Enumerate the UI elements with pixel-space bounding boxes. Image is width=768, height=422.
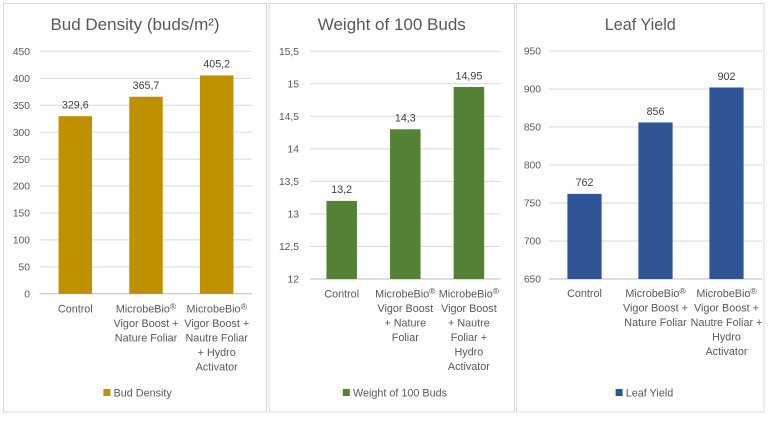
svg-text:Vigor Boost: Vigor Boost bbox=[441, 303, 497, 315]
svg-text:762: 762 bbox=[576, 177, 594, 189]
svg-text:Nautre Foliar +: Nautre Foliar + bbox=[691, 317, 763, 329]
svg-text:Leaf Yield: Leaf Yield bbox=[626, 387, 673, 399]
svg-text:Leaf Yield: Leaf Yield bbox=[605, 16, 676, 34]
svg-text:+ Hydro: + Hydro bbox=[198, 347, 236, 359]
svg-text:856: 856 bbox=[647, 106, 665, 118]
svg-text:Nautre Foliar: Nautre Foliar bbox=[185, 333, 248, 345]
svg-text:650: 650 bbox=[524, 275, 541, 286]
svg-text:Vigor Boost: Vigor Boost bbox=[377, 303, 433, 315]
svg-text:0: 0 bbox=[24, 290, 30, 301]
svg-text:MicrobeBio®: MicrobeBio® bbox=[116, 301, 177, 315]
svg-text:Hydro: Hydro bbox=[454, 346, 483, 358]
svg-text:400: 400 bbox=[13, 74, 30, 85]
svg-text:Foliar: Foliar bbox=[392, 332, 419, 344]
svg-text:100: 100 bbox=[13, 236, 30, 247]
svg-text:Foliar +: Foliar + bbox=[451, 332, 487, 344]
svg-text:Vigor Boost +: Vigor Boost + bbox=[694, 303, 759, 315]
svg-text:MicrobeBio®: MicrobeBio® bbox=[187, 301, 248, 315]
svg-text:12,5: 12,5 bbox=[279, 242, 299, 253]
svg-text:MicrobeBio®: MicrobeBio® bbox=[375, 286, 436, 300]
svg-text:Vigor Boost +: Vigor Boost + bbox=[184, 318, 249, 330]
svg-text:MicrobeBio®: MicrobeBio® bbox=[696, 286, 757, 300]
svg-text:14,5: 14,5 bbox=[279, 112, 299, 123]
svg-text:13,5: 13,5 bbox=[279, 177, 299, 188]
svg-text:MicrobeBio®: MicrobeBio® bbox=[625, 286, 686, 300]
svg-text:+ Nature: + Nature bbox=[384, 317, 426, 329]
svg-text:700: 700 bbox=[524, 237, 541, 248]
svg-text:300: 300 bbox=[13, 128, 30, 139]
svg-text:13: 13 bbox=[288, 210, 300, 221]
svg-text:150: 150 bbox=[13, 209, 30, 220]
svg-text:+ Nautre: + Nautre bbox=[448, 317, 490, 329]
svg-text:Nature Foliar: Nature Foliar bbox=[115, 333, 178, 345]
svg-text:950: 950 bbox=[524, 47, 541, 58]
svg-text:Activator: Activator bbox=[448, 361, 490, 373]
svg-text:Weight of 100 Buds: Weight of 100 Buds bbox=[318, 15, 466, 34]
svg-text:13,2: 13,2 bbox=[331, 184, 352, 196]
svg-text:200: 200 bbox=[13, 182, 30, 193]
svg-text:900: 900 bbox=[524, 85, 541, 96]
svg-text:405,2: 405,2 bbox=[203, 58, 230, 70]
svg-text:Bud Density (buds/m²): Bud Density (buds/m²) bbox=[50, 15, 219, 34]
svg-text:450: 450 bbox=[13, 47, 30, 58]
svg-text:MicrobeBio®: MicrobeBio® bbox=[439, 286, 500, 300]
svg-text:850: 850 bbox=[524, 123, 541, 134]
svg-text:Activator: Activator bbox=[705, 346, 747, 358]
svg-text:800: 800 bbox=[524, 161, 541, 172]
svg-text:Control: Control bbox=[58, 304, 93, 316]
svg-text:Bud Density: Bud Density bbox=[114, 387, 173, 399]
svg-text:Vigor Boost +: Vigor Boost + bbox=[114, 318, 179, 330]
svg-text:14,95: 14,95 bbox=[456, 70, 483, 82]
svg-text:Nature Foliar: Nature Foliar bbox=[624, 317, 687, 329]
svg-text:15,5: 15,5 bbox=[279, 47, 299, 58]
svg-text:Weight of 100 Buds: Weight of 100 Buds bbox=[353, 387, 448, 399]
svg-text:Control: Control bbox=[324, 288, 359, 300]
svg-text:902: 902 bbox=[718, 71, 736, 83]
svg-text:Hydro: Hydro bbox=[712, 332, 741, 344]
svg-text:50: 50 bbox=[19, 263, 31, 274]
svg-text:12: 12 bbox=[288, 275, 300, 286]
svg-text:329,6: 329,6 bbox=[62, 99, 89, 111]
svg-text:Control: Control bbox=[567, 288, 602, 300]
svg-text:750: 750 bbox=[524, 199, 541, 210]
svg-text:250: 250 bbox=[13, 155, 30, 166]
svg-text:Vigor Boost +: Vigor Boost + bbox=[623, 303, 688, 315]
svg-text:14: 14 bbox=[288, 145, 300, 156]
svg-text:350: 350 bbox=[13, 101, 30, 112]
svg-text:15: 15 bbox=[288, 79, 300, 90]
svg-text:Activator: Activator bbox=[196, 362, 238, 374]
svg-text:365,7: 365,7 bbox=[133, 80, 160, 92]
svg-text:14,3: 14,3 bbox=[395, 113, 416, 125]
